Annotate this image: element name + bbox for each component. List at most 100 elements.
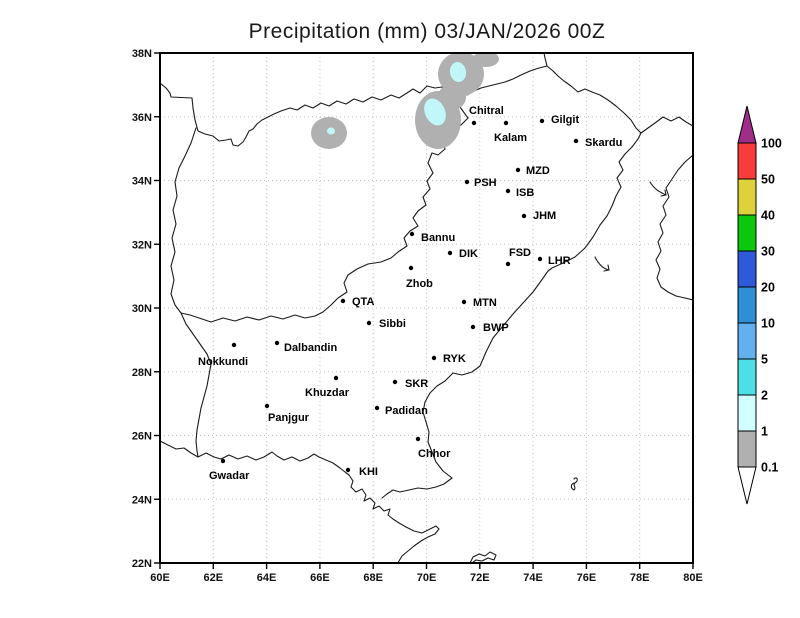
station-dot bbox=[447, 250, 453, 256]
station-dot bbox=[274, 340, 280, 346]
station-label: Gwadar bbox=[209, 470, 250, 482]
station-dot bbox=[366, 320, 372, 326]
border-to-top-edge bbox=[543, 53, 548, 67]
colorbar-cell bbox=[737, 322, 757, 360]
y-tick-label: 34N bbox=[132, 176, 152, 188]
station-label: LHR bbox=[548, 255, 571, 267]
station-dot bbox=[340, 298, 346, 304]
station-label: KHI bbox=[359, 466, 378, 478]
station-dot bbox=[539, 118, 545, 124]
station-label: Padidan bbox=[385, 405, 428, 417]
precip-shade-cyan bbox=[449, 62, 467, 82]
x-tick-label: 74E bbox=[523, 572, 543, 584]
station-label: Zhob bbox=[406, 278, 433, 290]
x-tick-label: 64E bbox=[257, 572, 277, 584]
x-tick-label: 66E bbox=[310, 572, 330, 584]
x-tick-label: 70E bbox=[417, 572, 437, 584]
colorbar-under-arrow bbox=[737, 466, 757, 505]
border-afghan-north bbox=[160, 82, 469, 147]
station-label: Chhor bbox=[418, 448, 451, 460]
station-dot bbox=[392, 379, 398, 385]
precip-shade-cyan bbox=[424, 98, 446, 126]
station-dot bbox=[505, 261, 511, 267]
x-tick-label: 68E bbox=[363, 572, 383, 584]
colorbar: 100 50 40 30 20 10 5 2 1 0.1 bbox=[737, 105, 782, 505]
border-india-china bbox=[655, 154, 693, 301]
station-label: Khuzdar bbox=[305, 387, 350, 399]
colorbar-cell bbox=[737, 430, 757, 468]
station-dot bbox=[470, 324, 476, 330]
colorbar-label: 30 bbox=[761, 245, 775, 259]
x-tick-label: 80E bbox=[683, 572, 703, 584]
station-dot bbox=[431, 355, 437, 361]
station-dot bbox=[333, 375, 339, 381]
colorbar-over-arrow bbox=[737, 105, 757, 144]
colorbar-cell bbox=[737, 178, 757, 216]
station-dot bbox=[461, 299, 467, 305]
colorbar-cell bbox=[737, 394, 757, 432]
border-india-pakistan bbox=[422, 224, 601, 479]
station-label: PSH bbox=[474, 177, 497, 189]
station-label: Gilgit bbox=[551, 114, 579, 126]
river-squiggle-north bbox=[649, 181, 667, 197]
page-title: Precipitation (mm) 03/JAN/2026 00Z bbox=[249, 20, 606, 43]
y-tick-label: 24N bbox=[132, 494, 152, 506]
colorbar-label: 20 bbox=[761, 281, 775, 295]
station-dot bbox=[264, 403, 270, 409]
station-dot bbox=[374, 405, 380, 411]
border-line-of-control bbox=[599, 132, 642, 226]
x-tick-label: 78E bbox=[630, 572, 650, 584]
colorbar-label: 1 bbox=[761, 425, 768, 439]
colorbar-cell bbox=[737, 286, 757, 324]
colorbar-label: 50 bbox=[761, 173, 775, 187]
station-dot bbox=[415, 436, 421, 442]
colorbar-label: 2 bbox=[761, 389, 768, 403]
border-karakoram-east bbox=[640, 116, 693, 134]
y-tick-label: 38N bbox=[132, 48, 152, 60]
border-iran-pakistan bbox=[180, 312, 212, 458]
station-label: Nokkundi bbox=[198, 356, 248, 368]
y-tick-label: 26N bbox=[132, 431, 152, 443]
river-squiggle-south bbox=[570, 477, 578, 491]
precip-shade-gray bbox=[473, 53, 499, 67]
x-tick-label: 60E bbox=[150, 572, 170, 584]
station-label: Panjgur bbox=[268, 412, 310, 424]
colorbar-label: 100 bbox=[761, 137, 782, 151]
border-durand-line bbox=[180, 117, 469, 323]
colorbar-cell bbox=[737, 214, 757, 252]
station-dot bbox=[409, 231, 415, 237]
coastline-makran bbox=[160, 440, 350, 476]
station-label: Chitral bbox=[469, 105, 504, 117]
station-label: Kalam bbox=[494, 132, 527, 144]
stations: Chitral Kalam Gilgit Skardu MZD PSH ISB JHM Bann… bbox=[198, 105, 622, 482]
colorbar-cell bbox=[737, 142, 757, 180]
station-dot bbox=[503, 120, 509, 126]
station-label: FSD bbox=[509, 247, 531, 259]
y-tick-label: 28N bbox=[132, 367, 152, 379]
colorbar-label: 40 bbox=[761, 209, 775, 223]
station-dot bbox=[220, 458, 226, 464]
station-label: Bannu bbox=[421, 232, 455, 244]
station-dot bbox=[408, 265, 414, 271]
station-label: Sibbi bbox=[379, 318, 406, 330]
colorbar-cell bbox=[737, 250, 757, 288]
border-iran-afghan bbox=[170, 127, 197, 314]
station-dot bbox=[505, 188, 511, 194]
station-dot bbox=[521, 213, 527, 219]
colorbar-label: 5 bbox=[761, 353, 768, 367]
coastline-kutch bbox=[469, 551, 497, 563]
river-squiggle-lahore bbox=[594, 256, 610, 272]
colorbar-cell bbox=[737, 358, 757, 396]
station-label: DIK bbox=[459, 248, 478, 260]
station-label: QTA bbox=[352, 296, 374, 308]
station-dot bbox=[464, 179, 470, 185]
station-label: MTN bbox=[473, 297, 497, 309]
station-label: RYK bbox=[443, 353, 466, 365]
axis-ticks: 60E 62E 64E 66E 68E 70E 72E 74E 76E 78E 80E 38N 36N 3… bbox=[132, 48, 703, 584]
station-label: SKR bbox=[405, 378, 428, 390]
grid-lines bbox=[160, 53, 693, 563]
precip-shading bbox=[311, 53, 499, 149]
station-dot bbox=[471, 120, 477, 126]
station-label: BWP bbox=[483, 322, 509, 334]
